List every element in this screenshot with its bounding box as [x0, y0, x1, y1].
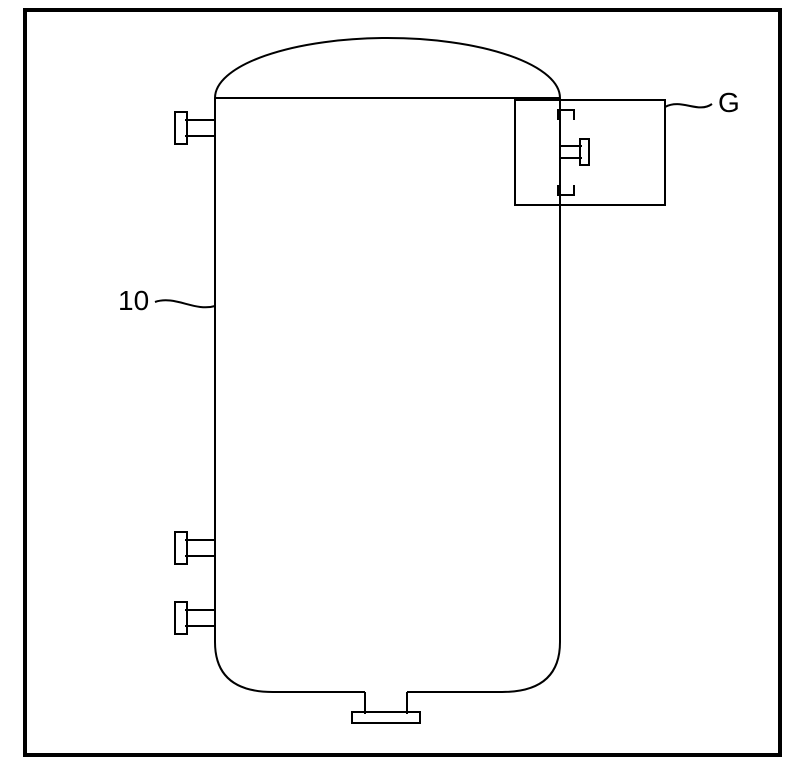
nozzle-top-right-flange	[580, 139, 589, 165]
nozzle-bottom-flange	[352, 712, 420, 723]
outer-frame	[25, 10, 780, 755]
tank	[175, 38, 665, 723]
tank-diagram: 10 G	[0, 0, 804, 767]
label-10-text: 10	[118, 285, 149, 316]
label-g-leader	[665, 104, 712, 107]
tank-body-outline	[215, 98, 560, 692]
nozzle-lower-left-1-flange	[175, 532, 187, 564]
label-g-text: G	[718, 87, 740, 118]
label-10-leader	[155, 300, 215, 307]
nozzle-lower-left-2-flange	[175, 602, 187, 634]
tank-dome	[215, 38, 560, 98]
nozzle-top-left-flange	[175, 112, 187, 144]
